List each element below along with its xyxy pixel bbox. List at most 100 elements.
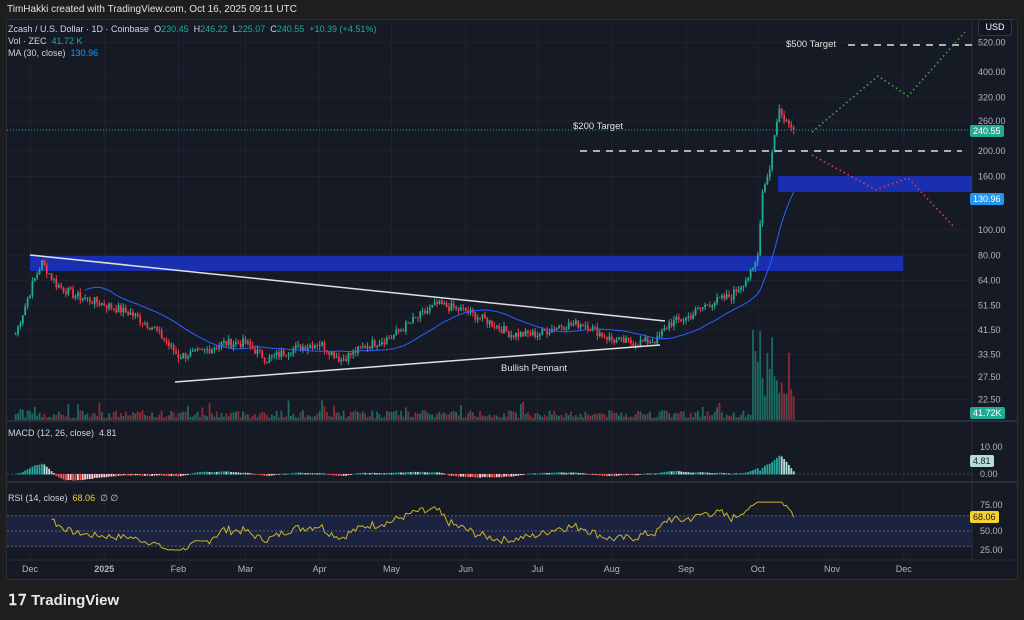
volume-bar — [543, 414, 546, 420]
candle — [601, 332, 604, 337]
macd-histogram-bar — [486, 474, 489, 478]
volume-bar — [452, 410, 455, 420]
volume-bar — [345, 417, 347, 420]
macd-histogram-bar — [153, 474, 156, 476]
macd-histogram-bar — [644, 473, 647, 475]
candle — [124, 307, 127, 313]
candle — [96, 297, 98, 303]
candle — [340, 359, 343, 362]
macd-histogram-bar — [383, 473, 386, 475]
date-tick-label: Dec — [22, 564, 39, 574]
high-label: H — [193, 24, 201, 34]
candle — [376, 346, 379, 347]
candle — [572, 323, 575, 326]
macd-histogram-bar — [548, 472, 551, 475]
volume-bar — [318, 411, 321, 420]
volume-bar — [440, 414, 443, 420]
macd-histogram-bar — [677, 471, 680, 475]
macd-histogram-bar — [455, 474, 458, 477]
macd-histogram-bar — [761, 467, 764, 475]
volume-bar — [416, 413, 419, 420]
macd-histogram-bar — [692, 472, 695, 475]
candle — [136, 314, 139, 317]
volume-bar — [86, 413, 89, 420]
candle — [711, 305, 714, 308]
macd-histogram-bar — [481, 474, 484, 478]
volume-bar — [409, 416, 412, 420]
volume-bar — [81, 410, 84, 420]
candle — [146, 322, 149, 328]
volume-bar — [711, 415, 714, 420]
macd-histogram-bar — [436, 472, 438, 475]
macd-histogram-bar — [732, 473, 735, 475]
volume-bar — [462, 417, 465, 420]
tradingview-logo[interactable]: 𝟣𝟩 TradingView — [8, 591, 119, 610]
volume-bar — [457, 415, 460, 420]
volume-bar — [122, 416, 125, 420]
candle — [242, 338, 244, 347]
macd-histogram-bar — [531, 473, 534, 475]
candle — [151, 327, 153, 330]
candle — [579, 324, 582, 328]
macd-histogram-bar — [41, 463, 43, 475]
volume-bar — [716, 407, 718, 420]
volume-bar — [402, 416, 405, 420]
volume-bar — [132, 411, 134, 420]
candle — [225, 340, 228, 346]
candle — [390, 338, 393, 339]
candle — [237, 342, 240, 344]
candle — [735, 289, 738, 292]
macd-histogram-bar — [62, 474, 65, 480]
volume-bar — [706, 411, 709, 420]
volume-bar — [713, 411, 716, 420]
macd-histogram-bar — [661, 472, 663, 475]
candle — [26, 298, 29, 307]
macd-histogram-bar — [88, 474, 91, 480]
candle — [177, 353, 180, 359]
volume-bar — [19, 409, 22, 420]
macd-histogram-bar — [108, 474, 110, 477]
volume-bar — [474, 415, 477, 420]
volume-bar — [680, 411, 683, 420]
macd-histogram-bar — [144, 474, 146, 476]
volume-bar — [428, 414, 431, 420]
volume-bar — [412, 417, 414, 420]
macd-histogram-bar — [596, 474, 599, 476]
candle — [610, 336, 613, 341]
volume-bar — [507, 410, 510, 420]
macd-histogram-bar — [364, 472, 367, 475]
candle — [493, 326, 496, 328]
volume-bar — [390, 411, 393, 420]
price-tick-label: 160.00 — [978, 171, 1006, 181]
candle — [488, 320, 491, 324]
volume-bar — [321, 400, 323, 420]
volume-bar — [653, 417, 656, 420]
pennant-lower-trendline — [174, 344, 661, 383]
macd-histogram-bar — [230, 471, 232, 475]
volume-bar — [134, 413, 137, 420]
candle — [158, 330, 161, 331]
volume-bar — [211, 413, 213, 420]
macd-histogram-bar — [282, 473, 285, 475]
chart-frame[interactable] — [6, 19, 1018, 580]
candle — [115, 308, 118, 313]
macd-histogram-bar — [764, 465, 766, 475]
macd-histogram-bar — [706, 472, 709, 475]
volume-bar — [637, 411, 639, 420]
volume-bar — [24, 417, 27, 420]
macd-histogram-bar — [610, 474, 613, 476]
macd-histogram-bar — [773, 459, 776, 475]
volume-bar — [529, 415, 532, 420]
currency-button[interactable]: USD — [978, 19, 1012, 36]
macd-histogram-bar — [96, 474, 98, 478]
volume-bar — [438, 411, 441, 420]
macd-histogram-bar — [354, 473, 357, 475]
macd-histogram-bar — [414, 471, 417, 475]
candle — [689, 316, 692, 319]
candle — [299, 344, 302, 351]
macd-histogram-bar — [349, 474, 352, 475]
volume-bar — [792, 396, 795, 420]
candle — [747, 277, 750, 281]
volume-bar — [577, 416, 580, 420]
